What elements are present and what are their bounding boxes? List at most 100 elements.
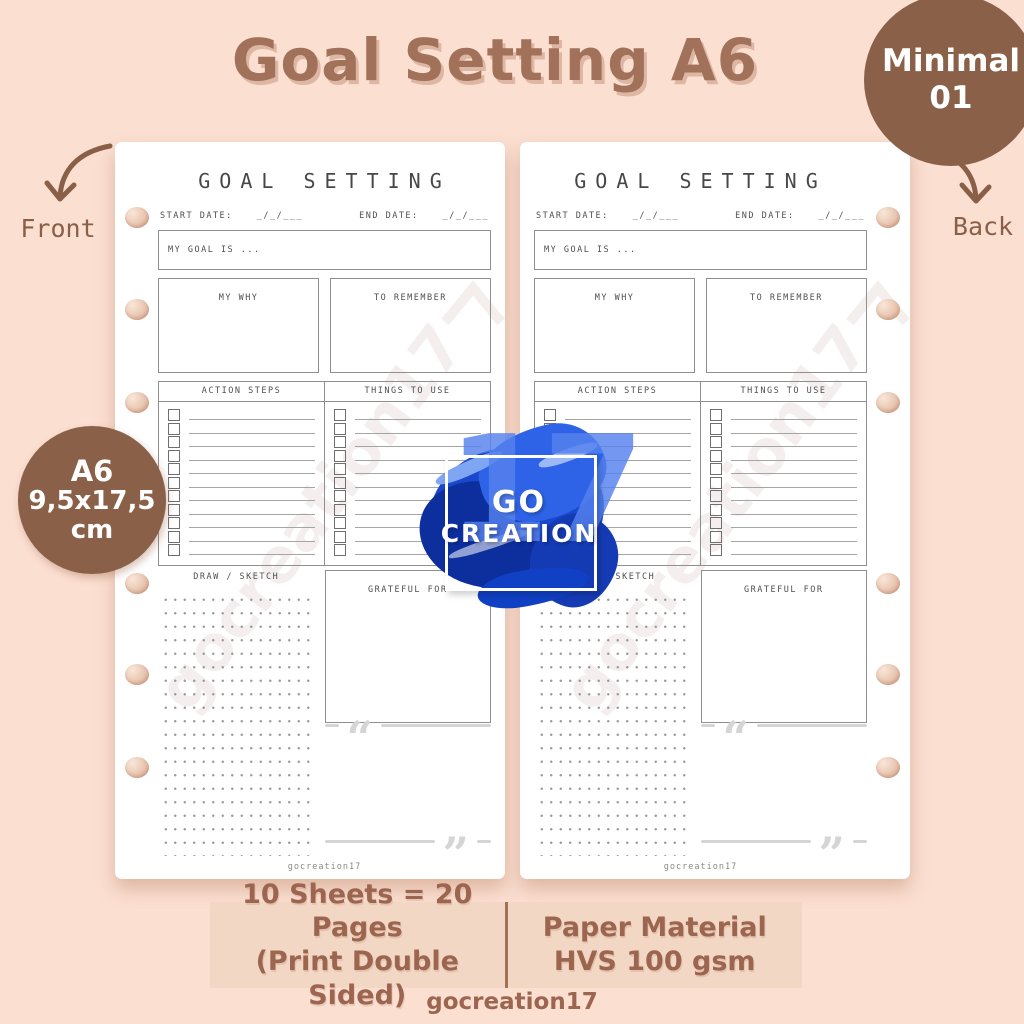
- spec-paper-line2: HVS 100 gsm: [553, 946, 756, 977]
- binder-hole: [125, 664, 149, 685]
- write-line: [355, 499, 481, 501]
- checklist-row: [168, 490, 315, 502]
- checklist-row: [168, 503, 315, 516]
- checkbox: [334, 544, 346, 556]
- planner-content: GOAL SETTING START DATE: _/_/___ END DAT…: [534, 142, 867, 879]
- planner-page-back: gocreation17 GOAL SETTING START DATE: _/…: [520, 142, 910, 879]
- write-line: [565, 432, 691, 434]
- checkbox: [710, 530, 722, 543]
- checklist-row: [710, 503, 857, 516]
- checklist-row: [710, 544, 857, 556]
- binder-hole: [876, 664, 900, 685]
- logo-creation-text: CREATION: [440, 519, 598, 548]
- page-footer-brand: gocreation17: [287, 862, 362, 872]
- binder-hole: [876, 573, 900, 594]
- write-line: [355, 459, 481, 461]
- checkbox: [710, 503, 722, 516]
- binder-hole: [125, 207, 149, 228]
- why-remember-row: MY WHY TO REMEMBER: [534, 278, 867, 373]
- checkbox: [168, 409, 180, 421]
- write-line: [189, 418, 315, 420]
- checkbox: [544, 409, 556, 421]
- start-date-group: START DATE: _/_/___: [160, 211, 303, 221]
- spec-paper-line1: Paper Material: [542, 912, 767, 944]
- write-line: [731, 499, 857, 501]
- checkbox: [168, 449, 180, 462]
- goal-box-label: MY GOAL IS ...: [544, 245, 637, 255]
- checkbox: [168, 436, 180, 448]
- checkbox: [710, 517, 722, 529]
- checkbox: [710, 449, 722, 462]
- checklist-row: [168, 463, 315, 475]
- goal-box: MY GOAL IS ...: [534, 230, 867, 270]
- quote-line: [324, 840, 435, 843]
- checkbox: [710, 463, 722, 475]
- things-to-use-header: THINGS TO USE: [701, 382, 866, 402]
- checklist-row: [710, 409, 857, 421]
- planner-content: GOAL SETTING START DATE: _/_/___ END DAT…: [158, 142, 491, 879]
- write-line: [189, 513, 315, 515]
- page-title: Goal Setting A6: [231, 26, 759, 94]
- checkbox: [168, 422, 180, 435]
- write-line: [565, 513, 691, 515]
- size-badge: A6 9,5x17,5 cm: [18, 426, 166, 574]
- end-date-blank: _/_/___: [442, 211, 489, 221]
- quote-line: [380, 724, 491, 727]
- checkbox: [334, 463, 346, 475]
- spec-bar: 10 Sheets = 20 Pages (Print Double Sided…: [210, 879, 802, 1011]
- checklist-row: [334, 530, 481, 543]
- checklist-row: [334, 517, 481, 529]
- end-date-label: END DATE:: [735, 211, 795, 221]
- checklist-row: [710, 422, 857, 435]
- draw-sketch-label: DRAW / SKETCH: [193, 572, 280, 582]
- spec-sheets-line2: (Print Double Sided): [255, 946, 459, 1011]
- goal-box: MY GOAL IS ...: [158, 230, 491, 270]
- write-line: [355, 526, 481, 528]
- write-line: [565, 553, 691, 555]
- write-line: [565, 486, 691, 488]
- checklist-row: [334, 449, 481, 462]
- quote-dash: [700, 724, 715, 727]
- front-label: Front: [20, 214, 96, 243]
- binder-hole: [125, 299, 149, 320]
- start-date-blank: _/_/___: [632, 211, 680, 221]
- checklist-row: [710, 530, 857, 543]
- write-line: [189, 472, 315, 474]
- action-steps-column: ACTION STEPS: [159, 382, 324, 565]
- checkbox: [334, 476, 346, 489]
- checklist-row: [334, 422, 481, 435]
- write-line: [565, 418, 691, 420]
- my-why-box: MY WHY: [534, 278, 696, 373]
- checklist-row: [168, 409, 315, 421]
- date-row: START DATE: _/_/___ END DATE: _/_/___: [160, 211, 489, 221]
- my-why-label: MY WHY: [218, 293, 259, 303]
- binder-hole: [876, 392, 900, 413]
- page-footer-brand: gocreation17: [663, 862, 738, 872]
- start-date-blank: _/_/___: [256, 211, 304, 221]
- checklist-row: [710, 436, 857, 448]
- quote-open-row: “: [324, 715, 491, 761]
- checkbox: [334, 422, 346, 435]
- write-line: [731, 526, 857, 528]
- end-date-label: END DATE:: [359, 211, 419, 221]
- write-line: [189, 553, 315, 555]
- binder-hole: [876, 757, 900, 778]
- spec-sheets-cell: 10 Sheets = 20 Pages (Print Double Sided…: [210, 879, 505, 1011]
- quote-line: [756, 724, 867, 727]
- checkbox: [168, 544, 180, 556]
- date-row: START DATE: _/_/___ END DATE: _/_/___: [536, 211, 865, 221]
- binder-hole: [876, 299, 900, 320]
- minimal-badge-line1: Minimal: [881, 42, 1021, 79]
- checklist-row: [544, 409, 691, 421]
- logo-frame: [445, 455, 597, 591]
- goal-box-label: MY GOAL IS ...: [168, 245, 261, 255]
- checklist-row: [168, 544, 315, 556]
- write-line: [565, 459, 691, 461]
- back-label: Back: [952, 212, 1014, 241]
- quote-dash: [477, 840, 491, 843]
- spec-sheets-line1: 10 Sheets = 20 Pages: [242, 878, 473, 944]
- write-line: [189, 540, 315, 542]
- checklist-row: [168, 530, 315, 543]
- planner-title: GOAL SETTING: [574, 169, 827, 193]
